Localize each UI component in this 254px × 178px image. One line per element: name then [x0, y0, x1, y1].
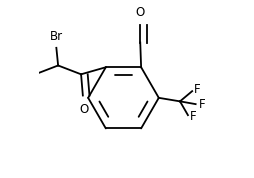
- Text: Br: Br: [50, 30, 63, 43]
- Text: O: O: [136, 6, 145, 19]
- Text: F: F: [199, 98, 206, 111]
- Text: F: F: [194, 83, 201, 96]
- Text: F: F: [190, 110, 196, 123]
- Text: O: O: [79, 103, 88, 116]
